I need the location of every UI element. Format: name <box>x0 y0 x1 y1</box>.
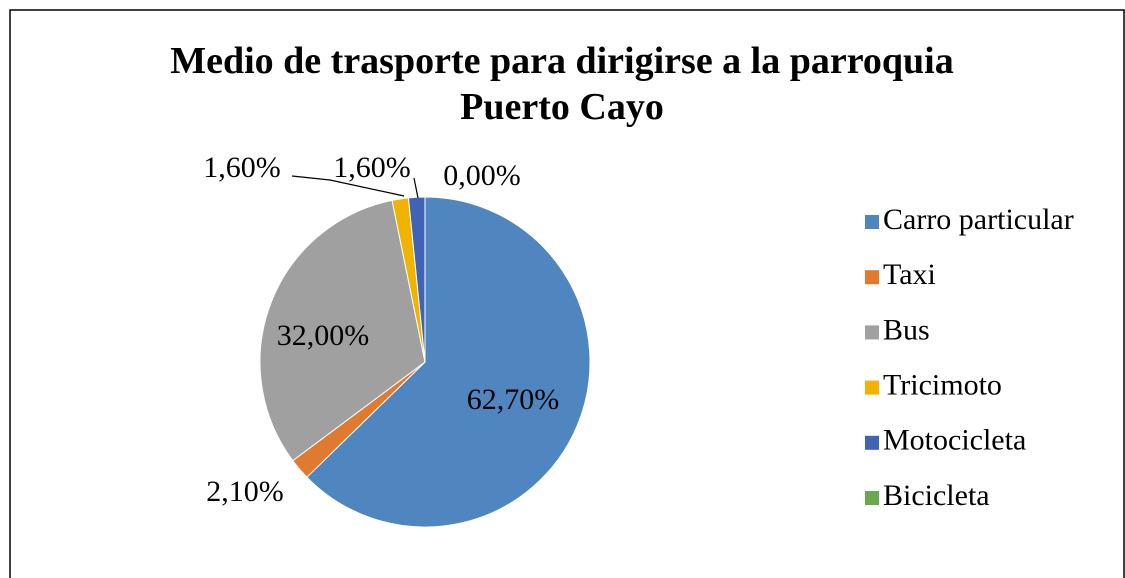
legend-swatch <box>865 270 879 285</box>
legend-label: Tricimoto <box>883 368 1002 401</box>
pie-slice <box>407 196 426 363</box>
data-label: 1,60% <box>333 151 411 184</box>
legend-label: Carro particular <box>883 203 1074 236</box>
legend-label: Bicicleta <box>883 479 990 512</box>
legend-swatch <box>865 435 879 450</box>
legend-swatch <box>865 491 879 505</box>
legend-label: Motocicleta <box>883 424 1026 457</box>
data-label: 62,70% <box>467 383 560 416</box>
legend-label: Taxi <box>883 258 936 291</box>
data-label: 2,10% <box>206 475 284 508</box>
chart-border <box>9 9 1125 578</box>
legend-swatch <box>865 325 879 340</box>
leader-line <box>291 175 405 197</box>
chart-title: Medio de trasporte para dirigirse a la p… <box>170 40 954 128</box>
leader-line <box>413 177 419 199</box>
legend-label: Bus <box>883 313 930 346</box>
data-label: 1,60% <box>203 151 281 184</box>
pie-slice <box>306 196 591 528</box>
pie-slice <box>259 199 426 462</box>
legend-swatch <box>865 215 879 229</box>
legend-swatch <box>865 380 879 395</box>
data-label: 32,00% <box>277 319 370 352</box>
data-label: 0,00% <box>443 159 521 192</box>
